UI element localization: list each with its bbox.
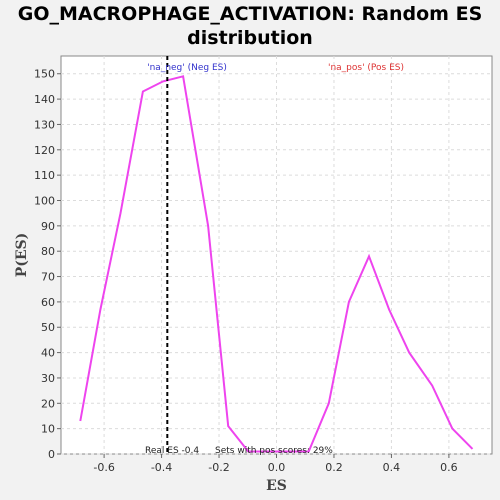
- x-tick-label: 0.0: [268, 461, 286, 474]
- real-es-label: Real ES -0.4: [145, 446, 199, 456]
- chart-title: GO_MACROPHAGE_ACTIVATION: Random ES dist…: [0, 2, 500, 50]
- y-tick-label: 20: [41, 397, 55, 410]
- y-axis-ticks: 0 10 20 30 40 50 60 70 80 90 100 110 120 130 140 150: [34, 68, 61, 461]
- x-tick-label: -0.4: [151, 461, 172, 474]
- y-tick-label: 90: [41, 220, 55, 233]
- y-tick-label: 40: [41, 347, 55, 360]
- y-tick-label: 60: [41, 296, 55, 309]
- y-tick-label: 140: [34, 93, 55, 106]
- series-layer: [79, 75, 474, 453]
- grid: [61, 56, 492, 455]
- x-axis-ticks: -0.6 -0.4 -0.2 0.0 0.2 0.4 0.6: [93, 454, 458, 474]
- y-tick-label: 30: [41, 372, 55, 385]
- x-tick-label: -0.6: [93, 461, 114, 474]
- y-tick-label: 100: [34, 194, 55, 207]
- y-tick-label: 110: [34, 169, 55, 182]
- x-tick-label: 0.2: [325, 461, 343, 474]
- pos-scores-label: Sets with pos scores: 29%: [215, 446, 333, 456]
- y-tick-label: 80: [41, 245, 55, 258]
- y-axis-title: P(ES): [14, 233, 30, 278]
- pos-es-label: 'na_pos' (Pos ES): [328, 63, 404, 73]
- y-tick-label: 0: [48, 448, 55, 461]
- y-tick-label: 10: [41, 423, 55, 436]
- series-line: [79, 75, 474, 453]
- y-tick-label: 130: [34, 118, 55, 131]
- chart-title-line-1: GO_MACROPHAGE_ACTIVATION: Random ES: [17, 3, 483, 25]
- y-tick-label: 150: [34, 68, 55, 81]
- neg-es-label: 'na_neg' (Neg ES): [147, 63, 227, 73]
- y-tick-label: 50: [41, 321, 55, 334]
- x-tick-label: 0.6: [440, 461, 458, 474]
- y-tick-label: 70: [41, 271, 55, 284]
- x-tick-label: -0.2: [208, 461, 229, 474]
- x-tick-label: 0.4: [383, 461, 401, 474]
- x-axis-title: ES: [266, 478, 287, 494]
- y-tick-label: 120: [34, 144, 55, 157]
- chart-title-line-2: distribution: [187, 27, 313, 49]
